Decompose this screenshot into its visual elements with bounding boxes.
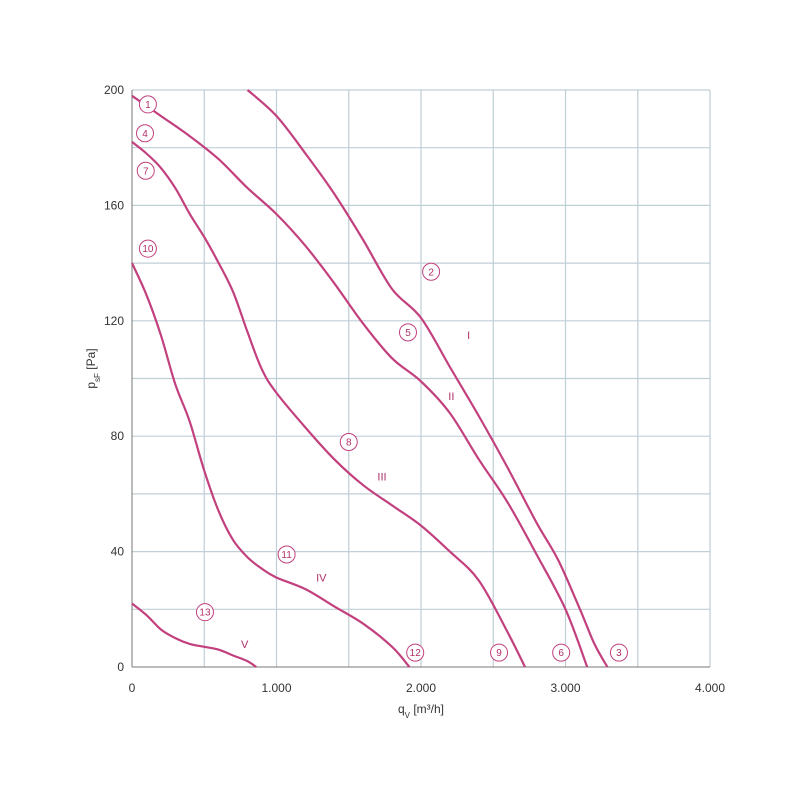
curve-label-IV: IV — [316, 573, 327, 585]
marker-7: 7 — [136, 161, 155, 180]
marker-label: 6 — [558, 648, 564, 659]
x-tick-label: 1.000 — [261, 681, 291, 695]
x-axis-label-main: q — [398, 702, 405, 716]
y-axis-label-main: p — [84, 382, 98, 389]
marker-2: 2 — [422, 262, 441, 281]
marker-label: 4 — [142, 129, 148, 140]
marker-label: 12 — [410, 648, 422, 659]
x-tick-label: 4.000 — [695, 681, 725, 695]
curve-IV — [130, 262, 411, 668]
marker-6: 6 — [552, 643, 571, 662]
marker-circle — [138, 239, 157, 258]
y-tick-label: 200 — [104, 83, 124, 97]
marker-label: 10 — [142, 244, 154, 255]
marker-circle — [339, 432, 358, 451]
y-axis-label-sub: sF — [93, 373, 102, 382]
y-tick-label: 120 — [104, 314, 124, 328]
y-tick-label: 160 — [104, 198, 124, 212]
marker-circle — [406, 643, 425, 662]
marker-label: 7 — [143, 166, 149, 177]
marker-circle — [195, 603, 214, 622]
marker-label: 8 — [346, 437, 352, 448]
marker-circle — [136, 124, 155, 143]
marker-label: 3 — [616, 648, 622, 659]
marker-9: 9 — [490, 643, 509, 662]
x-axis-label: qV [m³/h] — [398, 702, 444, 720]
marker-label: 1 — [145, 100, 151, 111]
marker-label: 13 — [199, 608, 211, 619]
marker-circle — [552, 643, 571, 662]
curve-III — [131, 141, 526, 668]
marker-circle — [277, 545, 296, 564]
marker-12: 12 — [406, 643, 425, 662]
marker-circle — [136, 161, 155, 180]
curve-label-II: II — [448, 391, 454, 403]
y-tick-label: 80 — [111, 429, 125, 443]
marker-label: 11 — [281, 550, 292, 561]
y-axis-label: psF [Pa] — [84, 348, 102, 388]
marker-circle — [609, 643, 628, 662]
curve-label-V: V — [241, 639, 249, 651]
x-axis-label-unit: [m³/h] — [410, 702, 444, 716]
grid-lines — [132, 89, 711, 667]
marker-label: 2 — [428, 267, 434, 278]
marker-4: 4 — [136, 124, 155, 143]
y-tick-label: 40 — [111, 545, 125, 559]
curve-I — [246, 89, 609, 668]
marker-circle — [398, 323, 417, 342]
marker-3: 3 — [609, 643, 628, 662]
curves — [130, 89, 609, 668]
x-axis-label-sub: V — [405, 711, 411, 720]
marker-circle — [422, 262, 441, 281]
marker-10: 10 — [138, 239, 157, 258]
marker-label: 5 — [405, 328, 411, 339]
marker-circle — [490, 643, 509, 662]
y-axis-label-unit: [Pa] — [84, 348, 98, 373]
curve-label-I: I — [467, 330, 470, 342]
x-tick-label: 3.000 — [550, 681, 580, 695]
curve-II — [131, 94, 589, 668]
marker-1: 1 — [138, 95, 157, 114]
curve-V — [131, 602, 257, 668]
tick-labels: 0 1.000 2.000 3.000 4.000 0 40 80 120 160 200 — [104, 83, 725, 695]
x-tick-label: 0 — [129, 681, 136, 695]
marker-11: 11 — [277, 545, 296, 564]
y-tick-label: 0 — [117, 660, 124, 674]
x-tick-label: 2.000 — [406, 681, 436, 695]
marker-13: 13 — [195, 603, 214, 622]
marker-label: 9 — [496, 648, 502, 659]
marker-8: 8 — [339, 432, 358, 451]
curve-label-III: III — [377, 472, 386, 484]
marker-5: 5 — [398, 323, 417, 342]
axes — [131, 90, 710, 668]
marker-circle — [138, 95, 157, 114]
